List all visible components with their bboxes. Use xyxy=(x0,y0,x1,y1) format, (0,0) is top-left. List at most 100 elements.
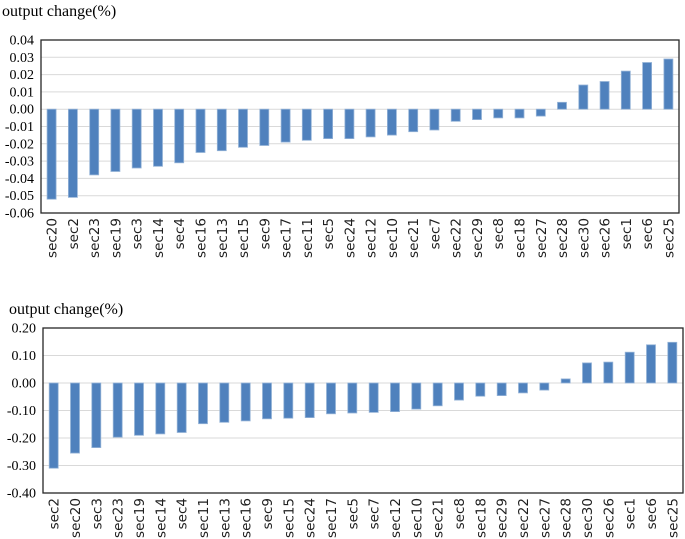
x-category-label: sec7 xyxy=(427,218,443,249)
bar-sec8 xyxy=(454,382,464,401)
bar-sec11 xyxy=(198,382,208,425)
bar-sec22 xyxy=(450,108,461,122)
bar-sec24 xyxy=(304,382,315,418)
bar-sec21 xyxy=(432,382,443,407)
y-tick-label: -0.30 xyxy=(7,459,36,474)
bar-sec26 xyxy=(603,361,614,384)
plot-border xyxy=(42,327,684,494)
x-category-label: sec10 xyxy=(385,218,401,258)
bar-sec26 xyxy=(599,81,610,110)
x-category-label: sec28 xyxy=(559,498,575,538)
x-category-label: sec10 xyxy=(409,498,425,538)
bar-sec1 xyxy=(624,351,635,384)
bar-sec3 xyxy=(91,382,102,448)
x-category-label: sec5 xyxy=(345,498,361,529)
bar-sec17 xyxy=(326,382,336,415)
x-category-label: sec20 xyxy=(45,218,61,258)
x-category-label: sec28 xyxy=(555,218,571,258)
bar-sec28 xyxy=(560,378,571,384)
bar-sec15 xyxy=(283,382,294,419)
bar-sec12 xyxy=(365,108,376,138)
x-category-label: sec21 xyxy=(431,498,447,538)
bar-sec20 xyxy=(70,382,80,454)
bar-sec29 xyxy=(496,382,507,397)
y-tick-label: 0.20 xyxy=(12,322,37,337)
x-category-label: sec13 xyxy=(217,498,233,538)
bar-sec4 xyxy=(176,382,187,433)
bar-sec29 xyxy=(472,108,482,120)
bar-sec6 xyxy=(642,62,652,110)
bar-sec8 xyxy=(493,108,504,119)
bottom-chart-svg: 0.20 0.10 0.00 -0.10 -0.20 -0.30 -0.40 sec2 sec2… xyxy=(7,322,684,538)
bar-sec17 xyxy=(280,108,291,143)
x-category-label: sec25 xyxy=(665,498,681,538)
bar-sec30 xyxy=(578,84,589,110)
x-category-label: sec6 xyxy=(644,498,660,529)
bar-sec28 xyxy=(557,101,567,110)
x-category-label: sec7 xyxy=(367,498,383,529)
x-category-label: sec23 xyxy=(87,218,103,258)
x-category-label: sec25 xyxy=(661,218,677,258)
x-category-label: sec30 xyxy=(576,218,592,258)
x-category-label: sec2 xyxy=(47,498,63,529)
x-category-label: sec24 xyxy=(342,218,358,258)
bar-sec21 xyxy=(408,108,419,133)
x-category-label: sec12 xyxy=(364,218,380,258)
bar-sec11 xyxy=(301,108,312,141)
bar-sec22 xyxy=(518,382,528,394)
x-category-label: sec14 xyxy=(153,498,169,538)
bar-sec25 xyxy=(667,341,678,384)
x-category-label: sec13 xyxy=(215,218,231,258)
x-category-label: sec8 xyxy=(452,498,468,529)
x-category-label: sec15 xyxy=(281,498,297,538)
bar-sec14 xyxy=(153,108,163,167)
x-category-label: sec26 xyxy=(598,218,614,258)
bar-sec18 xyxy=(475,382,486,397)
bar-sec27 xyxy=(539,382,550,391)
top-chart: output change(%) 0.04 0.03 0.02 0.01 0.00 -0.… xyxy=(2,3,680,258)
y-tick-label: -0.06 xyxy=(5,207,34,222)
y-tick-label: -0.20 xyxy=(7,432,36,447)
bar-sec9 xyxy=(259,108,270,146)
bar-sec15 xyxy=(238,108,248,148)
x-category-label: sec3 xyxy=(89,498,105,529)
y-tick-label: 0.10 xyxy=(12,349,37,364)
y-tick-label: -0.03 xyxy=(5,155,34,170)
x-category-label: sec16 xyxy=(194,218,210,258)
x-category-label: sec18 xyxy=(513,218,529,258)
x-category-label: sec29 xyxy=(470,218,486,258)
x-category-label: sec18 xyxy=(473,498,489,538)
x-category-label: sec8 xyxy=(491,218,507,249)
x-category-label: sec19 xyxy=(108,218,124,258)
y-tick-label: 0.03 xyxy=(10,51,35,66)
y-tick-label: -0.01 xyxy=(5,120,34,135)
x-category-label: sec6 xyxy=(640,218,656,249)
x-category-label: sec1 xyxy=(619,218,635,249)
bar-sec14 xyxy=(155,382,166,435)
x-category-label: sec24 xyxy=(303,498,319,538)
top-chart-svg: 0.04 0.03 0.02 0.01 0.00 -0.01 -0.02 -0.03 -0.04… xyxy=(5,34,680,258)
y-tick-label: 0.02 xyxy=(10,68,35,83)
x-category-label: sec3 xyxy=(130,218,146,249)
x-category-label: sec17 xyxy=(279,218,295,258)
bar-sec27 xyxy=(535,108,546,117)
x-category-label: sec14 xyxy=(151,218,167,258)
x-category-label: sec20 xyxy=(68,498,84,538)
y-tick-label: 0.00 xyxy=(12,377,37,392)
y-tick-label: -0.05 xyxy=(5,189,34,204)
bar-sec19 xyxy=(110,108,121,172)
bar-sec20 xyxy=(46,108,57,200)
bar-sec16 xyxy=(240,382,251,422)
x-category-label: sec27 xyxy=(537,498,553,538)
y-tick-label: -0.40 xyxy=(7,487,36,502)
x-category-label: sec19 xyxy=(132,498,148,538)
bar-sec5 xyxy=(347,382,358,414)
y-tick-label: 0.01 xyxy=(10,85,35,100)
bar-sec24 xyxy=(344,108,355,139)
bottom-chart-title: output change(%) xyxy=(9,301,124,318)
bar-sec2 xyxy=(68,108,78,198)
bar-sec5 xyxy=(323,108,334,139)
x-category-label: sec29 xyxy=(495,498,511,538)
x-category-label: sec5 xyxy=(321,218,337,249)
x-category-label: sec9 xyxy=(257,218,273,249)
